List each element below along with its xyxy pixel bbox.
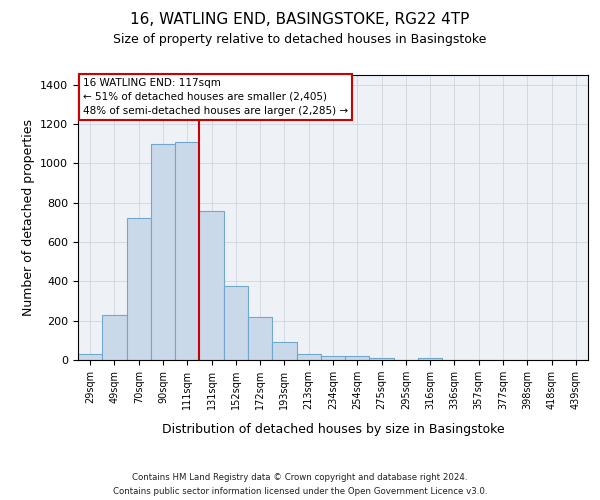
Bar bbox=[370, 358, 394, 360]
Bar bbox=[127, 218, 151, 360]
Bar bbox=[102, 315, 127, 360]
Bar bbox=[78, 354, 102, 360]
Bar bbox=[296, 354, 321, 360]
Bar bbox=[151, 144, 175, 360]
Text: Contains HM Land Registry data © Crown copyright and database right 2024.: Contains HM Land Registry data © Crown c… bbox=[132, 472, 468, 482]
Text: 16, WATLING END, BASINGSTOKE, RG22 4TP: 16, WATLING END, BASINGSTOKE, RG22 4TP bbox=[130, 12, 470, 28]
Bar bbox=[321, 356, 345, 360]
Bar bbox=[248, 317, 272, 360]
Text: Distribution of detached houses by size in Basingstoke: Distribution of detached houses by size … bbox=[161, 422, 505, 436]
Text: Size of property relative to detached houses in Basingstoke: Size of property relative to detached ho… bbox=[113, 32, 487, 46]
Bar bbox=[345, 356, 370, 360]
Bar bbox=[199, 210, 224, 360]
Text: 16 WATLING END: 117sqm
← 51% of detached houses are smaller (2,405)
48% of semi-: 16 WATLING END: 117sqm ← 51% of detached… bbox=[83, 78, 348, 116]
Bar bbox=[272, 342, 296, 360]
Bar bbox=[175, 142, 199, 360]
Bar bbox=[224, 286, 248, 360]
Text: Contains public sector information licensed under the Open Government Licence v3: Contains public sector information licen… bbox=[113, 488, 487, 496]
Bar bbox=[418, 358, 442, 360]
Y-axis label: Number of detached properties: Number of detached properties bbox=[22, 119, 35, 316]
